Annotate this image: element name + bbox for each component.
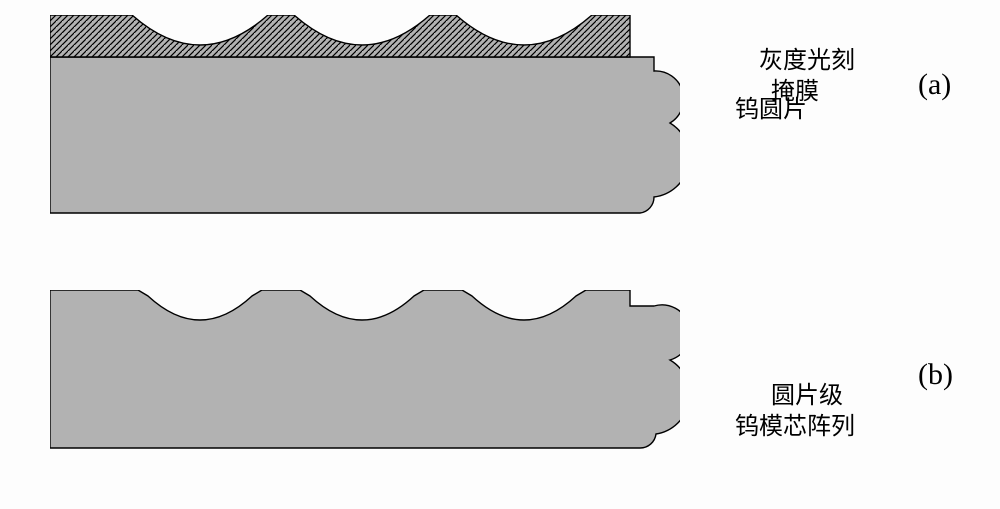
paren-a: (a) bbox=[918, 65, 951, 104]
label-wafer-a: 钨圆片 bbox=[735, 95, 807, 126]
wafer-shape-b bbox=[50, 290, 680, 448]
label-wafer-b: 圆片级 钨模芯阵列 bbox=[735, 350, 855, 475]
panel-a-svg bbox=[50, 15, 680, 215]
paren-b: (b) bbox=[918, 355, 953, 394]
panel-b-svg bbox=[50, 290, 680, 460]
label-mask-line1: 灰度光刻 bbox=[759, 48, 855, 74]
mask-shape-a bbox=[50, 15, 630, 57]
wafer-shape-a bbox=[50, 57, 680, 213]
label-b-line1: 圆片级 bbox=[771, 383, 843, 409]
label-b-line2: 钨模芯阵列 bbox=[735, 414, 855, 440]
